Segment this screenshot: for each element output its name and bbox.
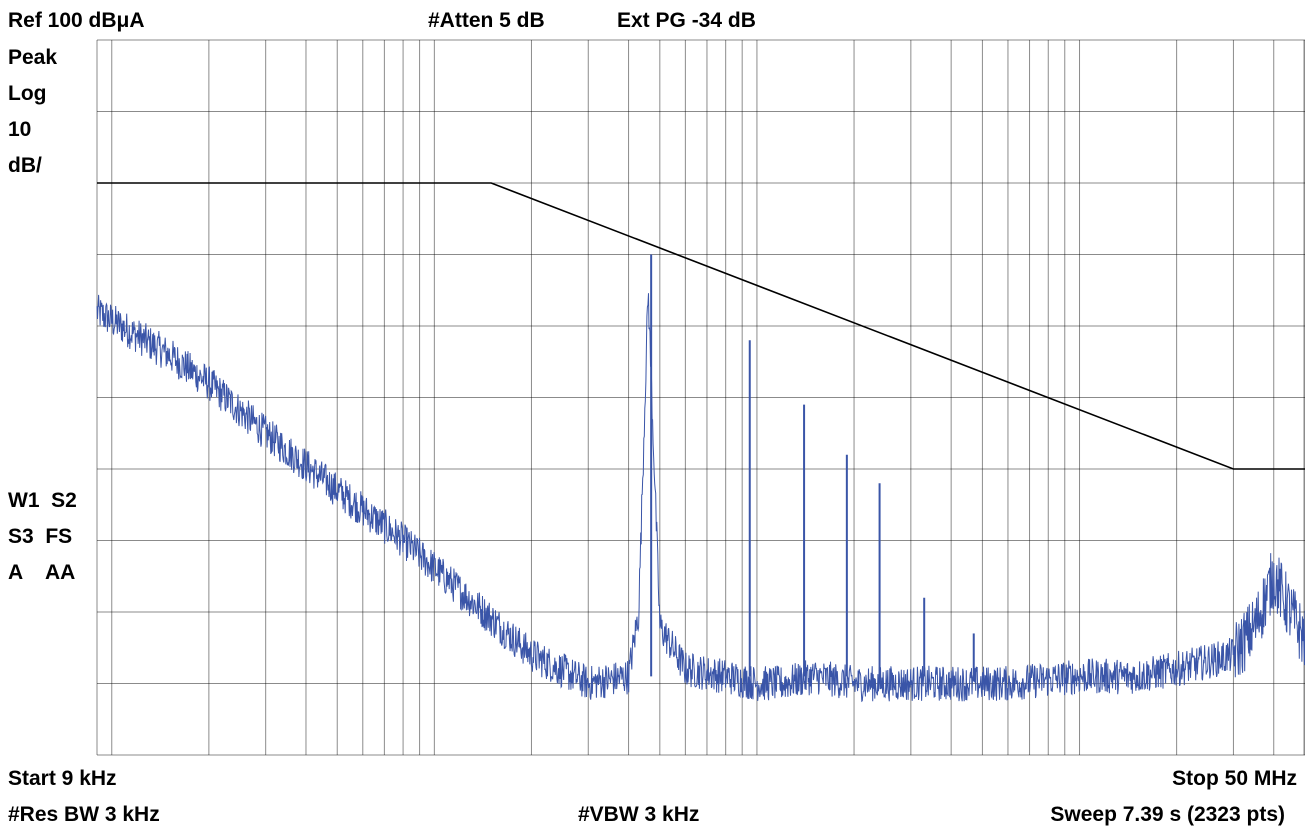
- ref-level-label: Ref 100 dBμA: [8, 9, 145, 32]
- scale-type-label: Log: [8, 82, 47, 105]
- scale-unit-label: dB/: [8, 154, 42, 177]
- sweep-label: Sweep 7.39 s (2323 pts): [1050, 803, 1285, 826]
- trace-status-row-2: S3 FS: [8, 525, 73, 548]
- detector-label: Peak: [8, 46, 58, 69]
- start-frequency-label: Start 9 kHz: [8, 767, 117, 790]
- trace-status-row-1: W1 S2: [8, 489, 77, 512]
- ext-gain-label: Ext PG -34 dB: [617, 9, 756, 32]
- res-bw-label: #Res BW 3 kHz: [8, 803, 160, 826]
- limit-line: [97, 182, 1305, 470]
- measured-trace: [96, 254, 1305, 703]
- limit-line-path: [97, 182, 1305, 470]
- attenuation-label: #Atten 5 dB: [428, 9, 545, 32]
- graticule: [96, 39, 1305, 756]
- stop-frequency-label: Stop 50 MHz: [1172, 767, 1297, 790]
- scale-value-label: 10: [8, 118, 32, 141]
- trace-path: [96, 293, 1305, 703]
- trace-status-row-3: A AA: [8, 561, 76, 584]
- vbw-label: #VBW 3 kHz: [578, 803, 700, 826]
